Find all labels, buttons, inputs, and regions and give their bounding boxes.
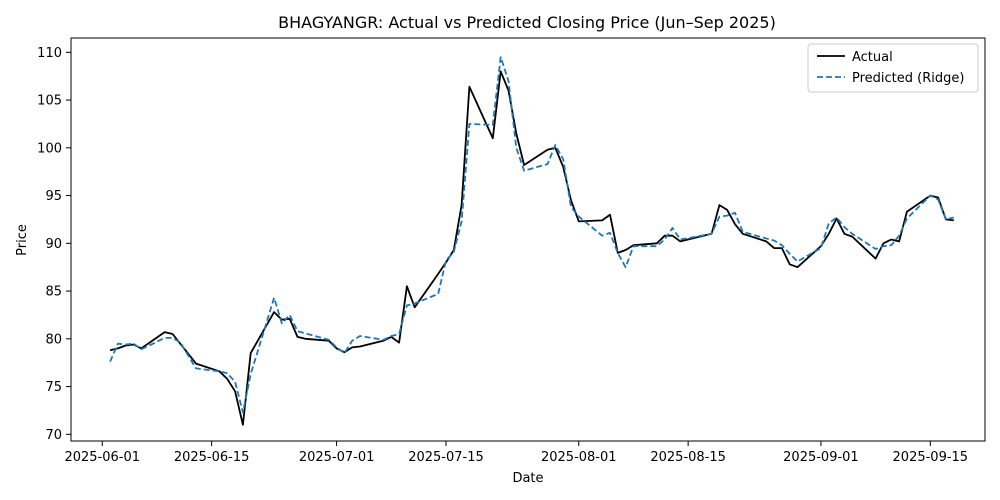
- y-tick-label: 70: [45, 428, 62, 443]
- x-tick-label: 2025-06-01: [64, 450, 140, 465]
- series-line-actual: [109, 70, 954, 426]
- y-tick-label: 95: [45, 189, 62, 204]
- y-tick-label: 105: [37, 94, 62, 109]
- x-tick-label: 2025-09-01: [783, 450, 859, 465]
- legend-label-actual: Actual: [852, 50, 893, 65]
- y-axis-title: Price: [15, 224, 30, 256]
- legend-box: [807, 43, 979, 93]
- x-tick-label: 2025-08-15: [650, 450, 726, 465]
- x-tick-label: 2025-09-15: [893, 450, 969, 465]
- legend-label-predicted: Predicted (Ridge): [852, 71, 964, 86]
- x-tick-label: 2025-06-15: [174, 450, 250, 465]
- y-tick-label: 100: [37, 141, 62, 156]
- y-tick-label: 110: [37, 46, 62, 61]
- plot-frame: [70, 37, 986, 442]
- chart-title: BHAGYANGR: Actual vs Predicted Closing P…: [278, 13, 776, 32]
- series-line-predicted: [109, 56, 955, 414]
- x-tick-label: 2025-08-01: [541, 450, 617, 465]
- y-tick-label: 75: [45, 380, 62, 395]
- x-tick-label: 2025-07-01: [299, 450, 375, 465]
- y-tick-label: 90: [45, 237, 62, 252]
- plot-area: [109, 56, 955, 426]
- y-tick-label: 85: [45, 285, 62, 300]
- y-axis: 70 75 80 85 90 95 100 105 110: [37, 46, 71, 443]
- y-tick-label: 80: [45, 332, 62, 347]
- x-axis-title: Date: [512, 471, 543, 486]
- x-tick-label: 2025-07-15: [408, 450, 484, 465]
- legend: Actual Predicted (Ridge): [807, 43, 979, 93]
- x-axis: 2025-06-01 2025-06-15 2025-07-01 2025-07-15…: [64, 441, 968, 465]
